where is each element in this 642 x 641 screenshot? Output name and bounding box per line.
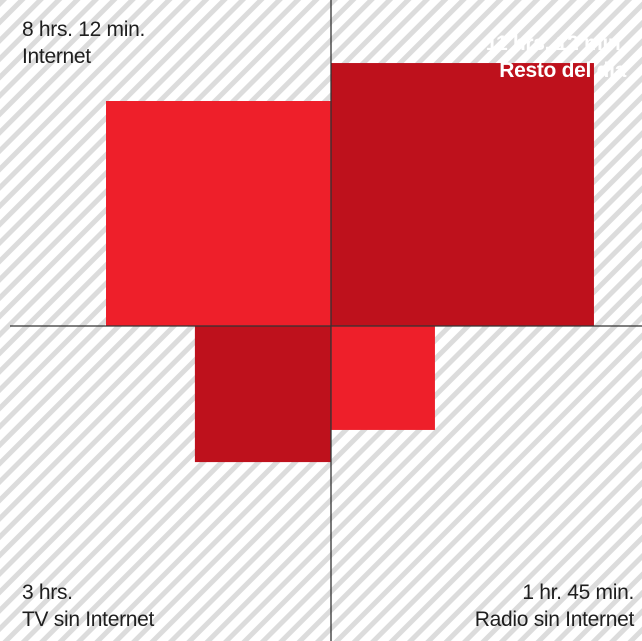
tv-value-label: 3 hrs.	[22, 581, 73, 604]
quadrant-square-bottom-left	[194, 326, 331, 463]
quadrant-square-top-right	[331, 63, 594, 326]
radio-value-label: 1 hr. 45 min.	[522, 581, 634, 604]
radio-name-label: Radio sin Internet	[474, 608, 635, 631]
quadrant-square-top-left	[106, 101, 331, 326]
internet-name-label: Internet	[22, 45, 91, 68]
quadrant-label-tv: 3 hrs. TV sin Internet	[22, 579, 154, 633]
resto-name-label: Resto del día	[499, 59, 626, 82]
quadrant-label-radio: 1 hr. 45 min. Radio sin Internet	[474, 579, 635, 633]
quadrant-label-internet: 8 hrs. 12 min. Internet	[22, 16, 145, 70]
quadrant-label-resto-del-dia: 11 hrs. 12 min. Resto del día	[485, 30, 627, 84]
resto-value-label: 11 hrs. 12 min.	[485, 32, 627, 55]
quadrant-square-bottom-right	[331, 326, 435, 430]
tv-name-label: TV sin Internet	[22, 608, 155, 631]
internet-value-label: 8 hrs. 12 min.	[22, 18, 146, 41]
quadrant-squares	[106, 63, 594, 463]
